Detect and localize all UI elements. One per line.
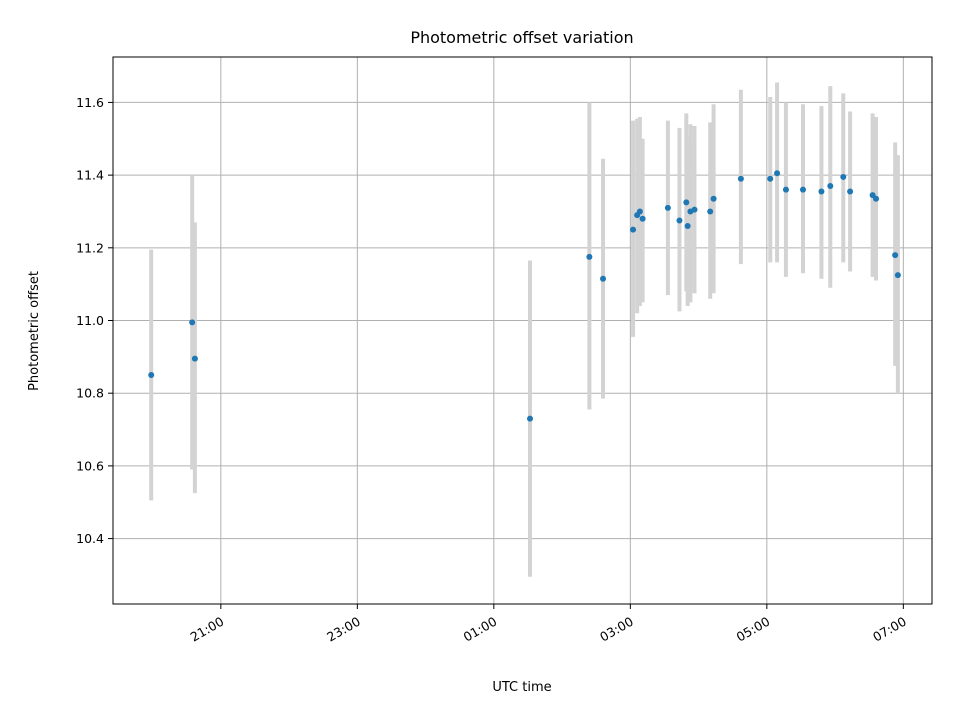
chart-title: Photometric offset variation <box>410 28 633 47</box>
y-axis: 10.4 10.6 10.8 11.0 11.2 11.4 11.6 <box>76 95 113 546</box>
data-point <box>148 372 155 379</box>
data-point <box>664 204 671 211</box>
data-point <box>892 252 899 259</box>
data-point <box>782 186 789 193</box>
data-point <box>767 175 774 182</box>
data-point <box>847 188 854 195</box>
data-point <box>707 208 714 215</box>
data-point <box>683 199 690 206</box>
data-point <box>894 272 901 279</box>
data-point <box>737 175 744 182</box>
data-point <box>684 223 691 230</box>
data-point <box>639 215 646 222</box>
data-point <box>691 206 698 213</box>
data-point <box>873 195 880 202</box>
y-axis-label: Photometric offset <box>27 271 42 391</box>
y-tick-label: 11.6 <box>76 95 104 110</box>
data-point <box>774 170 781 177</box>
x-axis-label: UTC time <box>492 680 551 695</box>
data-point <box>586 253 593 260</box>
data-point <box>527 415 534 422</box>
y-tick-label: 11.4 <box>76 168 104 183</box>
data-point <box>676 217 683 224</box>
data-point <box>189 319 196 326</box>
data-point <box>636 208 643 215</box>
data-point <box>840 173 847 180</box>
y-tick-label: 11.0 <box>76 313 104 328</box>
data-point <box>818 188 825 195</box>
y-tick-label: 11.2 <box>76 240 104 255</box>
y-tick-label: 10.6 <box>76 458 104 473</box>
data-point <box>630 226 637 233</box>
data-point <box>800 186 807 193</box>
y-tick-label: 10.8 <box>76 386 104 401</box>
plot-frame <box>112 56 933 605</box>
grid <box>113 57 932 604</box>
data-points <box>148 170 901 422</box>
data-point <box>827 183 834 190</box>
data-point <box>710 195 717 202</box>
data-point <box>191 355 198 362</box>
data-point <box>600 275 607 282</box>
y-tick-label: 10.4 <box>76 531 104 546</box>
